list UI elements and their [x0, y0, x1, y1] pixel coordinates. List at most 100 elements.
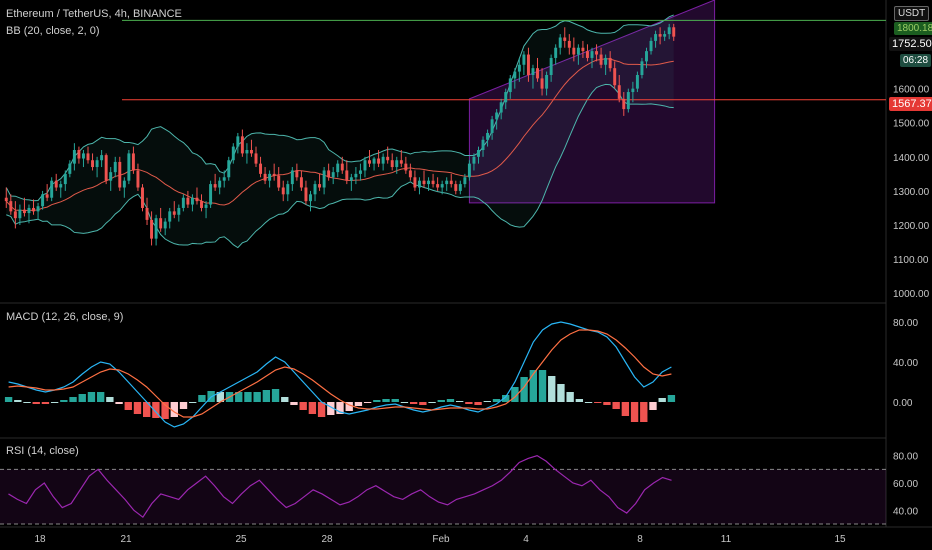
candle-body [186, 197, 190, 205]
macd-histogram-bar [455, 401, 464, 402]
macd-histogram-bar [520, 377, 528, 402]
candle-body [585, 51, 589, 58]
candle-body [45, 194, 49, 198]
candle-body [499, 102, 503, 113]
candle-body [290, 170, 294, 185]
candle-body [658, 34, 662, 37]
candle-body [558, 37, 562, 48]
macd-histogram-bar [244, 392, 252, 402]
macd-histogram-bar [327, 402, 335, 415]
candle-body [86, 153, 90, 161]
rsi-pane[interactable] [0, 455, 886, 525]
macd-histogram-bar [548, 376, 556, 402]
macd-histogram-bar [152, 402, 160, 418]
macd-histogram-bar [492, 399, 501, 402]
macd-tick-label: 0.00 [893, 398, 913, 409]
candle-body [145, 207, 149, 220]
candle-body [513, 71, 517, 79]
macd-histogram-bar [538, 370, 547, 402]
candle-body [318, 184, 322, 188]
price-pane[interactable] [4, 0, 886, 249]
candle-body [572, 47, 576, 55]
macd-histogram-bar [409, 402, 418, 404]
macd-histogram-bar [281, 397, 289, 402]
candle-body [181, 197, 185, 208]
candle-body [141, 187, 144, 208]
macd-histogram-bar [557, 384, 565, 402]
candle-body [640, 61, 644, 75]
candle-body [672, 27, 676, 37]
rsi-indicator-title[interactable]: RSI (14, close) [6, 445, 79, 457]
bollinger-upper-line [5, 14, 674, 202]
macd-histogram-bar [115, 402, 123, 404]
candle-body [377, 158, 381, 164]
symbol-title[interactable]: Ethereum / TetherUS, 4h, BINANCE [6, 8, 182, 20]
candle-body [526, 54, 530, 75]
candle-body [458, 184, 462, 191]
resistance-price-badge: 1800.18 [894, 22, 932, 35]
macd-histogram-bar [50, 402, 59, 403]
candle-body [200, 201, 203, 208]
macd-histogram-bar [630, 402, 639, 422]
macd-histogram-bar [382, 399, 390, 402]
candle-body [63, 173, 67, 185]
candle-body [408, 170, 412, 178]
currency-button[interactable]: USDT [894, 6, 930, 21]
candle-body [649, 40, 653, 52]
candle-body [508, 78, 512, 93]
candle-body [581, 47, 585, 52]
candle-body [504, 92, 508, 103]
macd-pane[interactable] [4, 321, 676, 428]
candle-body [240, 136, 244, 154]
macd-tick-label: 40.00 [893, 358, 918, 369]
candle-body [604, 57, 608, 65]
candle-body [399, 160, 403, 164]
candle-body [59, 184, 63, 188]
candle-body [136, 170, 140, 188]
candle-body [118, 161, 122, 188]
macd-histogram-bar [4, 397, 13, 402]
candle-body [486, 132, 490, 140]
candle-body [490, 119, 494, 133]
candle-body [131, 153, 135, 171]
macd-histogram-bar [658, 398, 666, 402]
candle-body [427, 180, 431, 185]
macd-histogram-bar [336, 402, 344, 414]
date-tick-label: 28 [321, 534, 333, 545]
candle-body [363, 160, 367, 171]
candle-body [222, 177, 226, 181]
candle-countdown-badge: 06:28 [900, 54, 932, 67]
candle-body [154, 218, 158, 239]
macd-histogram-bar [189, 402, 197, 403]
candle-body [667, 27, 671, 35]
candle-body [358, 170, 362, 174]
candle-body [277, 175, 281, 188]
candle-body [245, 150, 249, 154]
candle-body [372, 158, 376, 164]
macd-histogram-bar [584, 402, 593, 403]
candle-body [41, 194, 45, 207]
date-tick-label: 15 [834, 534, 846, 545]
candle-body [567, 40, 571, 48]
candle-body [354, 173, 358, 178]
macd-histogram-bar [60, 400, 68, 402]
candle-body [663, 34, 667, 37]
macd-histogram-bar [170, 402, 178, 417]
rsi-line [8, 455, 672, 519]
candle-body [177, 207, 181, 215]
date-tick-label: 21 [120, 534, 132, 545]
macd-indicator-title[interactable]: MACD (12, 26, close, 9) [6, 311, 124, 323]
candle-body [81, 153, 85, 159]
macd-histogram-bar [198, 395, 206, 402]
candle-body [413, 177, 417, 188]
candle-body [13, 211, 17, 219]
candle-body [204, 204, 208, 208]
candle-body [218, 180, 222, 188]
bb-indicator-title[interactable]: BB (20, close, 2, 0) [6, 25, 100, 37]
macd-histogram-bar [69, 397, 77, 402]
candle-body [390, 160, 394, 168]
candle-body [417, 180, 421, 188]
macd-histogram-bar [41, 402, 50, 404]
candle-body [477, 150, 480, 157]
